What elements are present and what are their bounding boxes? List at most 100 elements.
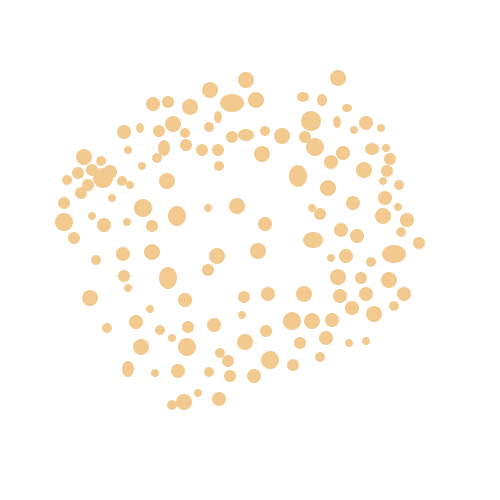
dot [304, 313, 320, 329]
dot [327, 254, 335, 262]
dot [220, 94, 244, 112]
dot [122, 361, 134, 377]
dot [303, 232, 323, 248]
dot [144, 244, 160, 260]
dot [215, 348, 225, 358]
dot [146, 97, 160, 111]
dot [238, 72, 254, 88]
dot [72, 167, 84, 179]
dot [238, 291, 250, 303]
dot [204, 122, 214, 132]
dot [126, 181, 134, 189]
dot [297, 92, 309, 102]
dot [204, 204, 212, 212]
dot [202, 264, 214, 276]
dot [226, 131, 238, 143]
dot [384, 153, 396, 165]
dot [381, 165, 393, 177]
dot [382, 144, 390, 152]
dot [274, 128, 290, 144]
dot [180, 128, 190, 138]
dot [155, 325, 165, 335]
dot [287, 359, 299, 371]
dot [254, 146, 270, 162]
dot [165, 116, 181, 132]
dot [116, 247, 130, 261]
dot [159, 173, 175, 189]
dot [222, 355, 234, 367]
dot [146, 220, 158, 232]
dot [296, 286, 312, 302]
dot [238, 129, 254, 141]
dot [138, 162, 146, 170]
dot [247, 369, 261, 383]
dot [342, 104, 352, 112]
dot [355, 272, 367, 284]
dot [214, 111, 222, 123]
dot [261, 287, 275, 301]
dot [194, 389, 202, 397]
dot [207, 318, 221, 332]
dot [261, 351, 279, 369]
dot [320, 180, 336, 196]
dot [325, 313, 339, 327]
dot [317, 94, 327, 106]
dot [96, 156, 106, 166]
dot [238, 311, 246, 319]
dot [62, 175, 72, 185]
dot [196, 144, 208, 156]
dot [237, 334, 253, 350]
dot [182, 99, 198, 115]
dot [117, 176, 127, 186]
dot [400, 213, 414, 227]
dot [146, 305, 154, 313]
dot [330, 70, 346, 86]
dot [299, 131, 311, 143]
dot [76, 149, 92, 165]
dot [168, 334, 176, 342]
dot [362, 337, 370, 345]
dot [153, 125, 165, 137]
dot [136, 123, 144, 133]
dot [315, 352, 325, 362]
dot [224, 370, 236, 382]
dot [118, 270, 130, 282]
dot [229, 198, 245, 214]
dot [345, 301, 359, 315]
dot [171, 364, 185, 378]
dot [350, 229, 364, 243]
dot [93, 168, 113, 188]
dot [330, 269, 346, 285]
dot [178, 338, 196, 356]
dot [356, 162, 372, 178]
dot [314, 208, 326, 220]
dot [379, 177, 387, 185]
dot [382, 245, 406, 263]
dot [214, 161, 224, 171]
dot [58, 197, 70, 209]
dot [202, 82, 218, 98]
dot [134, 199, 152, 217]
dot [333, 116, 341, 128]
dot [250, 243, 266, 259]
dot [75, 187, 87, 199]
dot [375, 208, 391, 224]
dot [124, 146, 132, 154]
dot [162, 96, 174, 108]
dot [389, 301, 399, 311]
dot [289, 165, 307, 187]
dot [333, 289, 347, 303]
dot [366, 257, 376, 267]
dot [97, 218, 111, 232]
dot [413, 237, 425, 249]
dot [68, 232, 80, 244]
dot [306, 138, 324, 156]
dot [152, 153, 162, 163]
dot [91, 255, 101, 265]
dot [394, 203, 402, 211]
dot [301, 111, 321, 131]
dot [88, 212, 96, 220]
dot [102, 323, 112, 333]
dot [378, 191, 392, 205]
dot [178, 293, 192, 307]
